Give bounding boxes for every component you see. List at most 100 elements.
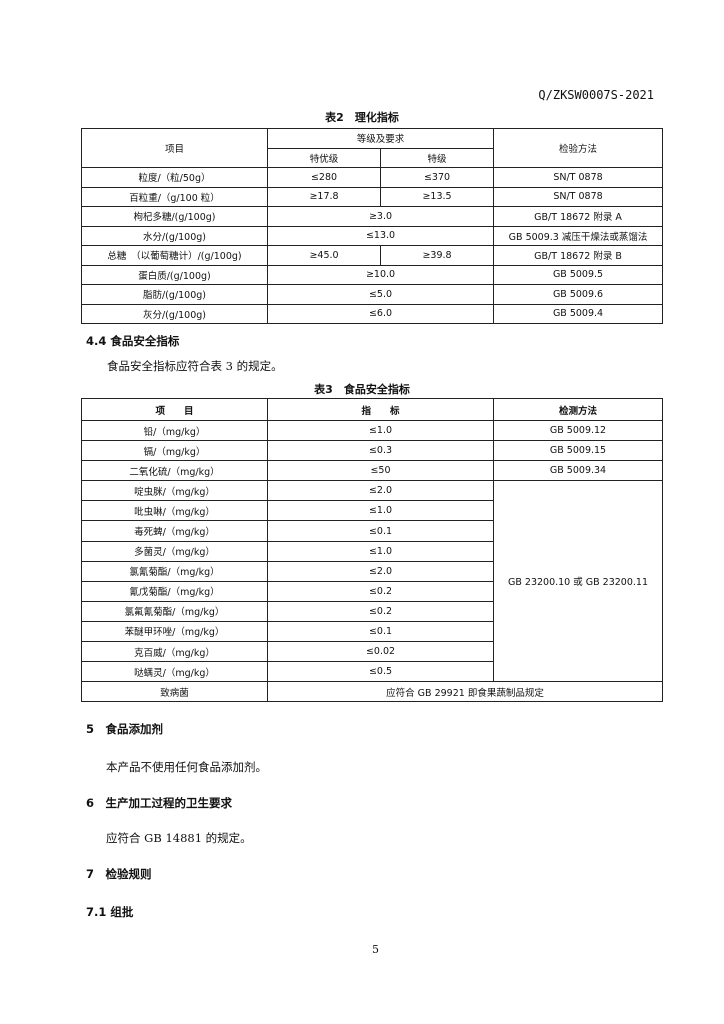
item-cell: 啶虫脒/（mg/kg）: [81, 480, 268, 502]
table-row: 氯氟氰菊酯/（mg/kg） ≤0.2: [81, 600, 663, 622]
header-method: 检测方法: [493, 398, 663, 421]
value-cell: ≤6.0: [266, 303, 495, 324]
item-cell: 镉/（mg/kg）: [81, 440, 268, 462]
section-6-heading: 6 生产加工过程的卫生要求: [86, 796, 233, 810]
section-5-heading: 5 食品添加剂: [86, 722, 164, 736]
table-row: 枸杞多糖/(g/100g) ≥3.0 GB/T 18672 附录 A: [81, 206, 664, 227]
table2-caption: 表2 理化指标: [325, 111, 399, 124]
table-row: 灰分/(g/100g) ≤6.0 GB 5009.4: [81, 303, 664, 324]
value-cell: ≤0.02: [267, 641, 494, 663]
method-cell: SN/T 0878: [493, 186, 664, 207]
item-cell: 致病菌: [81, 681, 268, 703]
item-cell: 氯氰菊酯/（mg/kg）: [81, 560, 268, 582]
table-row: 脂肪/(g/100g) ≤5.0 GB 5009.6: [81, 284, 664, 305]
item-cell: 苯醚甲环唑/（mg/kg）: [81, 620, 268, 643]
table-row: 水分/(g/100g) ≤13.0 GB 5009.3 减压干燥法或蒸馏法: [81, 225, 664, 246]
value-cell: 应符合 GB 29921 即食果蔬制品规定: [267, 681, 663, 703]
table3-caption: 表3 食品安全指标: [314, 383, 410, 396]
table-row: 啶虫脒/（mg/kg） ≤2.0 GB 23200.10 或 GB 23200.11: [81, 480, 663, 683]
table-row: 总糖 （以葡萄糖计）/(g/100g) ≥45.0 ≥39.8 GB/T 18672 …: [81, 245, 664, 266]
document-number: Q/ZKSW0007S-2021: [538, 88, 654, 102]
item-cell: 哒螨灵/（mg/kg）: [81, 661, 268, 683]
header-grade2: 特级: [379, 147, 495, 168]
food-safety-table: 项 目 指 标 检测方法 铅/（mg/kg） ≤1.0 GB 5009.12 镉/（m…: [81, 398, 663, 703]
item-cell: 脂肪/(g/100g): [81, 284, 268, 305]
section-7-1-heading: 7.1 组批: [86, 905, 134, 919]
table-row: 氰戊菊酯/（mg/kg） ≤0.2: [81, 580, 663, 602]
item-cell: 二氧化硫/（mg/kg）: [81, 460, 268, 482]
table-row: 氯氰菊酯/（mg/kg） ≤2.0: [81, 560, 663, 582]
value-cell: ≤13.0: [266, 225, 495, 246]
header-item: 项目: [81, 128, 268, 168]
page-number: 5: [372, 943, 379, 956]
value-cell: ≤1.0: [267, 500, 494, 522]
item-cell: 氯氟氰菊酯/（mg/kg）: [81, 600, 268, 622]
value-cell: ≤0.1: [267, 520, 494, 542]
method-cell: GB 5009.6: [493, 284, 664, 305]
item-cell: 毒死蜱/（mg/kg）: [81, 520, 268, 542]
section-6-text: 应符合 GB 14881 的规定。: [106, 831, 252, 845]
method-cell: GB 5009.12: [493, 419, 663, 442]
method-cell: GB 5009.34: [493, 460, 663, 482]
value-cell: ≥3.0: [266, 206, 495, 227]
header-item: 项 目: [81, 398, 268, 421]
item-cell: 铅/（mg/kg）: [81, 419, 268, 442]
item-cell: 灰分/(g/100g): [81, 303, 268, 324]
value-cell: ≤0.3: [267, 440, 494, 462]
header-value: 指 标: [267, 398, 494, 421]
value-cell: ≤0.2: [267, 580, 494, 602]
method-cell: GB 5009.3 减压干燥法或蒸馏法: [493, 225, 664, 246]
method-cell: GB 5009.5: [493, 264, 664, 285]
value-cell: ≤2.0: [267, 560, 494, 582]
method-cell: GB/T 18672 附录 A: [493, 206, 664, 227]
item-cell: 水分/(g/100g): [81, 225, 268, 246]
value-cell: ≤0.1: [267, 620, 494, 643]
grade2-cell: ≤370: [379, 167, 495, 188]
header-method: 检验方法: [493, 128, 664, 168]
grade2-cell: ≥13.5: [379, 186, 495, 207]
method-cell: GB 5009.15: [493, 440, 663, 462]
grade2-cell: ≥39.8: [379, 245, 495, 266]
item-cell: 多菌灵/（mg/kg）: [81, 540, 268, 562]
value-cell: ≤0.2: [267, 600, 494, 622]
item-cell: 枸杞多糖/(g/100g): [81, 206, 268, 227]
table-row: 二氧化硫/（mg/kg） ≤50 GB 5009.34: [81, 460, 663, 482]
grade1-cell: ≥17.8: [267, 186, 381, 207]
value-cell: ≥10.0: [266, 264, 495, 285]
item-cell: 总糖 （以葡萄糖计）/(g/100g): [81, 245, 268, 266]
value-cell: ≤1.0: [267, 540, 494, 562]
grade1-cell: ≥45.0: [267, 245, 381, 266]
table-row: 蛋白质/(g/100g) ≥10.0 GB 5009.5: [81, 264, 664, 285]
section-7-heading: 7 检验规则: [86, 867, 152, 881]
item-cell: 氰戊菊酯/（mg/kg）: [81, 580, 268, 602]
grade1-cell: ≤280: [267, 167, 381, 188]
pesticide-method-cell: GB 23200.10 或 GB 23200.11: [493, 480, 663, 683]
item-cell: 粒度/（粒/50g）: [81, 167, 268, 188]
physicochemical-table: 项目 等级及要求 检验方法 特优级 特级 粒度/（粒/50g） ≤280 ≤370 S…: [81, 128, 664, 324]
item-cell: 蛋白质/(g/100g): [81, 264, 268, 285]
value-cell: ≤1.0: [267, 419, 494, 442]
method-cell: GB 5009.4: [493, 303, 664, 324]
table-row: 吡虫啉/（mg/kg） ≤1.0: [81, 500, 663, 522]
section-4-4-text: 食品安全指标应符合表 3 的规定。: [107, 359, 283, 373]
table-row: 哒螨灵/（mg/kg） ≤0.5: [81, 661, 663, 683]
header-grade1: 特优级: [267, 147, 381, 168]
table-row-pathogen: 致病菌 应符合 GB 29921 即食果蔬制品规定: [81, 681, 663, 703]
value-cell: ≤5.0: [266, 284, 495, 305]
method-cell: SN/T 0878: [493, 167, 664, 188]
value-cell: ≤50: [267, 460, 494, 482]
item-cell: 克百威/（mg/kg）: [81, 641, 268, 663]
section-4-4-heading: 4.4 食品安全指标: [86, 334, 180, 348]
item-cell: 百粒重/（g/100 粒）: [81, 186, 268, 207]
table-row: 粒度/（粒/50g） ≤280 ≤370 SN/T 0878: [81, 167, 664, 188]
item-cell: 吡虫啉/（mg/kg）: [81, 500, 268, 522]
header-grade-group: 等级及要求: [266, 128, 495, 149]
method-cell: GB/T 18672 附录 B: [493, 245, 664, 266]
table-row: 铅/（mg/kg） ≤1.0 GB 5009.12: [81, 419, 663, 442]
table-row: 毒死蜱/（mg/kg） ≤0.1: [81, 520, 663, 542]
table-row: 百粒重/（g/100 粒） ≥17.8 ≥13.5 SN/T 0878: [81, 186, 664, 207]
value-cell: ≤2.0: [267, 480, 494, 502]
table-row: 镉/（mg/kg） ≤0.3 GB 5009.15: [81, 440, 663, 462]
section-5-text: 本产品不使用任何食品添加剂。: [106, 760, 267, 774]
value-cell: ≤0.5: [267, 661, 494, 683]
